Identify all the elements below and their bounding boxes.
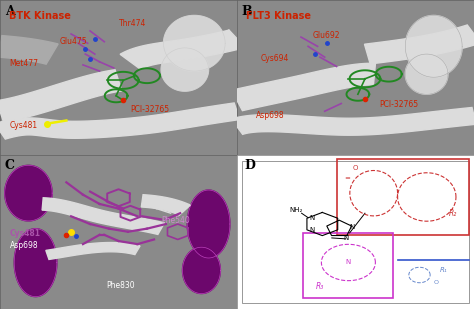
Text: R₂: R₂ bbox=[449, 209, 457, 218]
Text: Asp698: Asp698 bbox=[256, 111, 284, 120]
Bar bbox=[303, 233, 393, 298]
Text: N: N bbox=[346, 260, 351, 265]
Text: A: A bbox=[5, 5, 15, 18]
Text: =: = bbox=[344, 175, 350, 181]
Text: N: N bbox=[350, 224, 355, 230]
Polygon shape bbox=[231, 108, 474, 135]
Text: Phe540: Phe540 bbox=[161, 216, 190, 225]
Text: O: O bbox=[353, 165, 358, 171]
Text: R₃: R₃ bbox=[315, 282, 324, 291]
Polygon shape bbox=[42, 198, 164, 235]
Text: Phe830: Phe830 bbox=[107, 281, 135, 290]
Text: Asp698: Asp698 bbox=[9, 241, 38, 250]
Text: D: D bbox=[244, 159, 255, 172]
Polygon shape bbox=[187, 190, 230, 258]
Text: BTK Kinase: BTK Kinase bbox=[9, 11, 72, 21]
Text: Glu692: Glu692 bbox=[313, 31, 340, 40]
Polygon shape bbox=[164, 15, 225, 71]
Text: C: C bbox=[5, 159, 15, 172]
Polygon shape bbox=[5, 165, 52, 221]
Text: Cys694: Cys694 bbox=[261, 54, 289, 63]
Text: Met477: Met477 bbox=[9, 59, 38, 68]
Text: O: O bbox=[434, 280, 438, 285]
Polygon shape bbox=[365, 25, 474, 64]
Text: Cys481: Cys481 bbox=[9, 229, 40, 238]
Text: R₁: R₁ bbox=[439, 267, 447, 273]
Text: Thr474: Thr474 bbox=[118, 19, 146, 28]
Polygon shape bbox=[0, 103, 240, 139]
Text: Cys481: Cys481 bbox=[9, 121, 37, 129]
Text: N: N bbox=[343, 235, 348, 241]
Text: N: N bbox=[309, 227, 314, 233]
Polygon shape bbox=[0, 70, 122, 122]
Polygon shape bbox=[141, 195, 191, 215]
Text: NH₂: NH₂ bbox=[289, 207, 302, 213]
Polygon shape bbox=[182, 247, 220, 294]
Polygon shape bbox=[405, 15, 462, 77]
Text: Glu475: Glu475 bbox=[59, 37, 87, 46]
Polygon shape bbox=[120, 30, 245, 69]
Polygon shape bbox=[405, 54, 448, 94]
Bar bbox=[337, 159, 469, 235]
Polygon shape bbox=[161, 48, 209, 91]
Text: N: N bbox=[309, 215, 314, 221]
Text: FLT3 Kinase: FLT3 Kinase bbox=[246, 11, 311, 21]
Polygon shape bbox=[46, 243, 140, 260]
Text: B: B bbox=[242, 5, 252, 18]
Text: PCI-32765: PCI-32765 bbox=[130, 105, 170, 114]
Text: PCI-32765: PCI-32765 bbox=[379, 100, 419, 109]
Polygon shape bbox=[232, 63, 375, 111]
Polygon shape bbox=[0, 36, 58, 64]
Polygon shape bbox=[14, 229, 57, 297]
